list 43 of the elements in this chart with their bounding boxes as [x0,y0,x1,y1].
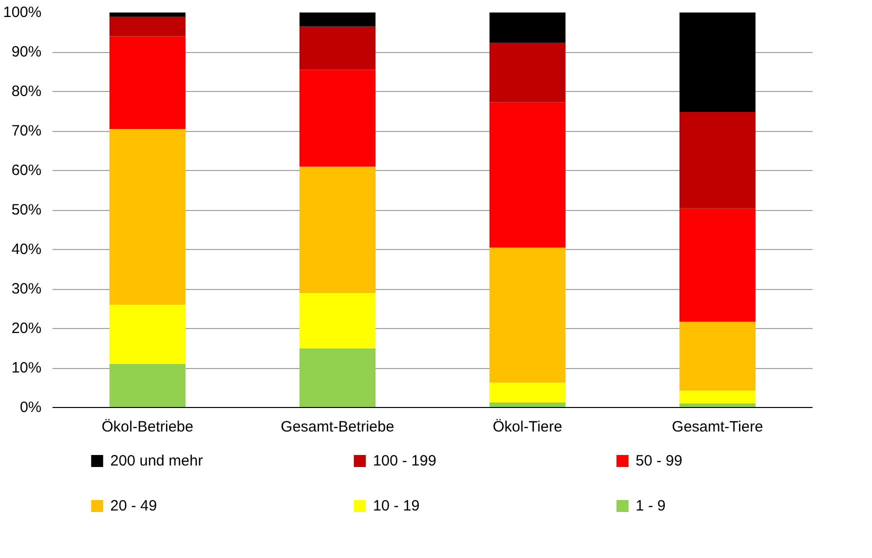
y-tick-label: 70% [11,122,42,140]
bar [490,248,566,383]
bar [110,364,186,408]
legend-label: 20 - 49 [110,498,157,514]
bar [300,70,376,167]
legend-label: 200 und mehr [110,452,203,470]
legend-label: 50 - 99 [636,452,682,470]
bar [110,304,186,364]
bar [490,382,566,402]
bar [110,16,186,36]
bar [110,12,186,16]
bar [490,102,566,248]
y-tick-label: 90% [11,44,42,60]
legend-label: 10 - 19 [372,498,420,514]
bar [110,129,186,305]
bar [300,12,376,26]
x-tick-label: Ökol-Betriebe [102,418,194,436]
bar [680,12,756,112]
y-tick-label: 60% [11,162,42,179]
y-tick-label: 20% [11,320,42,337]
y-tick-label: 50% [11,202,42,218]
bar [490,12,566,43]
bar [300,292,376,348]
x-tick-label: Ökol-Tiere [492,418,562,436]
y-tick-label: 100% [3,4,42,21]
bar [680,390,756,404]
bar [680,112,756,208]
y-tick-label: 10% [11,360,42,376]
bar [300,348,376,408]
bar [300,166,376,293]
x-tick-label: Gesamt-Tiere [672,418,764,436]
bar [680,322,756,391]
bar [110,36,186,130]
bar [680,208,756,322]
y-tick-label: 0% [20,399,42,416]
bar [490,42,566,102]
x-tick-label: Gesamt-Betriebe [280,418,394,436]
bar [300,26,376,70]
y-tick-label: 40% [11,241,42,258]
legend-label: 100 - 199 [372,452,436,470]
legend-label: 1 - 9 [636,498,666,514]
y-tick-label: 80% [11,83,42,100]
y-tick-label: 30% [11,280,42,298]
